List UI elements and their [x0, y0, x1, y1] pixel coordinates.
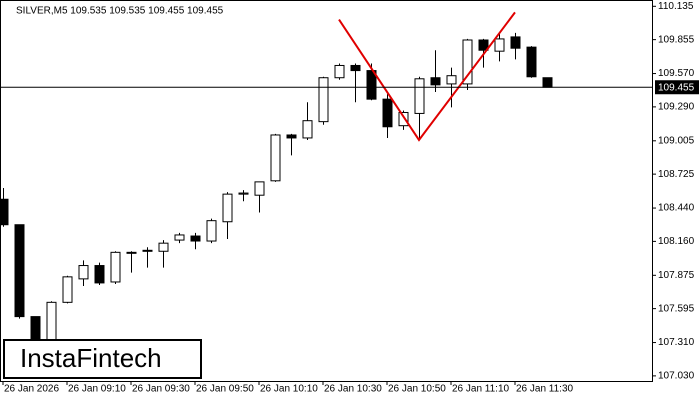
chart-title: SILVER,M5 109.535 109.535 109.455 109.45…	[16, 6, 224, 17]
candle-body	[190, 235, 201, 242]
y-tick-label: 108.440	[658, 203, 695, 214]
candle-body	[238, 192, 249, 195]
candle-body	[382, 98, 393, 128]
candle-body	[126, 251, 137, 254]
candle-body	[446, 75, 457, 85]
y-tick-label: 108.725	[658, 169, 695, 180]
candle-body	[158, 242, 169, 252]
pattern-line	[338, 11, 516, 142]
y-tick-label: 107.595	[658, 303, 695, 314]
price-label: 109.455	[658, 82, 695, 93]
candle-body	[334, 64, 345, 79]
y-tick-label: 109.570	[658, 68, 695, 79]
x-tick-label: 26 Jan 11:10	[452, 384, 510, 395]
x-tick-label: 26 Jan 10:50	[388, 384, 446, 395]
candle-body	[0, 198, 9, 226]
x-tick-label: 26 Jan 10:30	[324, 384, 382, 395]
candle-body	[398, 111, 409, 127]
y-tick-label: 110.135	[658, 1, 694, 12]
y-tick-label: 109.005	[658, 135, 695, 146]
candle-body	[110, 251, 121, 283]
candle-body	[46, 301, 57, 345]
y-tick-label: 109.855	[658, 34, 695, 45]
candle-body	[494, 38, 505, 52]
candle-body	[302, 120, 313, 139]
y-tick-label: 107.030	[658, 371, 695, 382]
y-tick-label: 107.875	[658, 270, 695, 281]
x-tick-label: 26 Jan 11:30	[516, 384, 574, 395]
candle-body	[94, 265, 105, 284]
candle-body	[510, 36, 521, 49]
candle-body	[270, 134, 281, 182]
candle-body	[206, 220, 217, 242]
y-tick-label: 109.290	[658, 102, 695, 113]
price-box	[655, 80, 699, 95]
candle-body	[478, 39, 489, 51]
x-tick-label: 26 Jan 09:50	[196, 384, 254, 395]
x-tick-label: 26 Jan 09:30	[132, 384, 190, 395]
candle-body	[414, 78, 425, 114]
candle-body	[430, 77, 441, 86]
candle-body	[462, 39, 473, 85]
candle-body	[366, 70, 377, 100]
logo: InstaFintech	[20, 343, 162, 373]
candle-body	[14, 224, 25, 318]
candle-body	[78, 265, 89, 280]
x-tick-label: 26 Jan 10:10	[260, 384, 318, 395]
x-tick-label: 26 Jan 2026	[4, 384, 59, 395]
candle-body	[222, 193, 233, 223]
candle-body	[350, 64, 361, 72]
candle-body	[174, 234, 185, 241]
candle-body	[254, 181, 265, 196]
candle-body	[318, 77, 329, 123]
candle-body	[142, 249, 153, 252]
x-tick-label: 26 Jan 09:10	[68, 384, 126, 395]
logo-box	[3, 339, 202, 379]
y-tick-label: 108.160	[658, 236, 695, 247]
y-tick-label: 107.310	[658, 337, 695, 348]
candle-body	[526, 46, 537, 78]
candle-body	[542, 77, 553, 88]
plot-frame	[0, 0, 653, 382]
candle-body	[62, 276, 73, 303]
candle-body	[286, 134, 297, 139]
